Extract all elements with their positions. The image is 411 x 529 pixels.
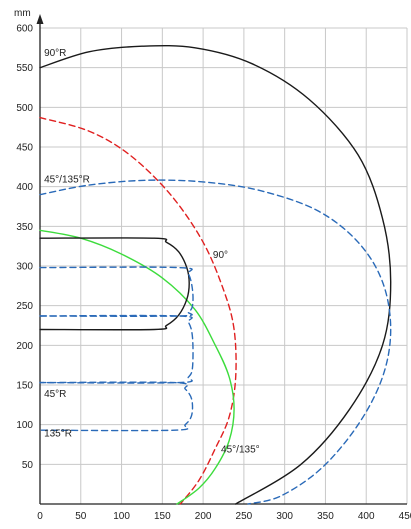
x-tick-label: 50 — [75, 511, 87, 522]
annotations: 90°R 45°/135°R 90° 45°R 135°R 45°/135° — [44, 48, 260, 456]
annotation-label: 90° — [213, 250, 228, 261]
curve-90- — [39, 116, 237, 505]
curves — [39, 44, 392, 505]
x-tick-label: 400 — [358, 511, 375, 522]
annotation-label: 45°/135° — [221, 444, 260, 455]
curve-outline-blue-upper — [39, 266, 194, 317]
curve-90-r — [39, 44, 392, 505]
unit-label: mm — [14, 8, 31, 19]
curve-45-135-r — [39, 179, 392, 505]
x-tick-label: 150 — [154, 511, 171, 522]
y-tick-label: 100 — [16, 420, 33, 431]
annotation-label: 90°R — [44, 48, 66, 59]
y-tick-label: 250 — [16, 301, 33, 312]
y-tick-label: 600 — [16, 24, 33, 35]
tick-labels: 0 50 100 150 200 250 300 350 400 450 50 100 150 200 25… — [16, 24, 411, 523]
annotation-label: 45°R — [44, 389, 66, 400]
curve-outline-black — [39, 237, 190, 331]
y-tick-label: 450 — [16, 143, 33, 154]
y-tick-label: 400 — [16, 182, 33, 193]
y-tick-label: 200 — [16, 341, 33, 352]
y-tick-label: 150 — [16, 381, 33, 392]
y-tick-label: 300 — [16, 262, 33, 273]
x-tick-label: 300 — [276, 511, 293, 522]
y-axis-arrow — [36, 14, 44, 24]
curve-135-r — [39, 381, 194, 432]
x-tick-label: 350 — [317, 511, 334, 522]
x-tick-label: 250 — [236, 511, 253, 522]
x-tick-label: 100 — [113, 511, 130, 522]
y-tick-label: 550 — [16, 63, 33, 74]
x-tick-label: 450 — [399, 511, 411, 522]
annotation-label: 45°/135°R — [44, 175, 90, 186]
curve-45-135- — [39, 229, 235, 505]
y-tick-label: 50 — [22, 460, 34, 471]
curve-45-r — [39, 314, 194, 384]
grid-lines — [40, 27, 408, 504]
annotation-label: 135°R — [44, 429, 72, 440]
x-tick-label: 200 — [195, 511, 212, 522]
x-tick-label: 0 — [37, 511, 43, 522]
y-tick-label: 350 — [16, 222, 33, 233]
y-tick-label: 500 — [16, 103, 33, 114]
axes — [36, 14, 407, 505]
